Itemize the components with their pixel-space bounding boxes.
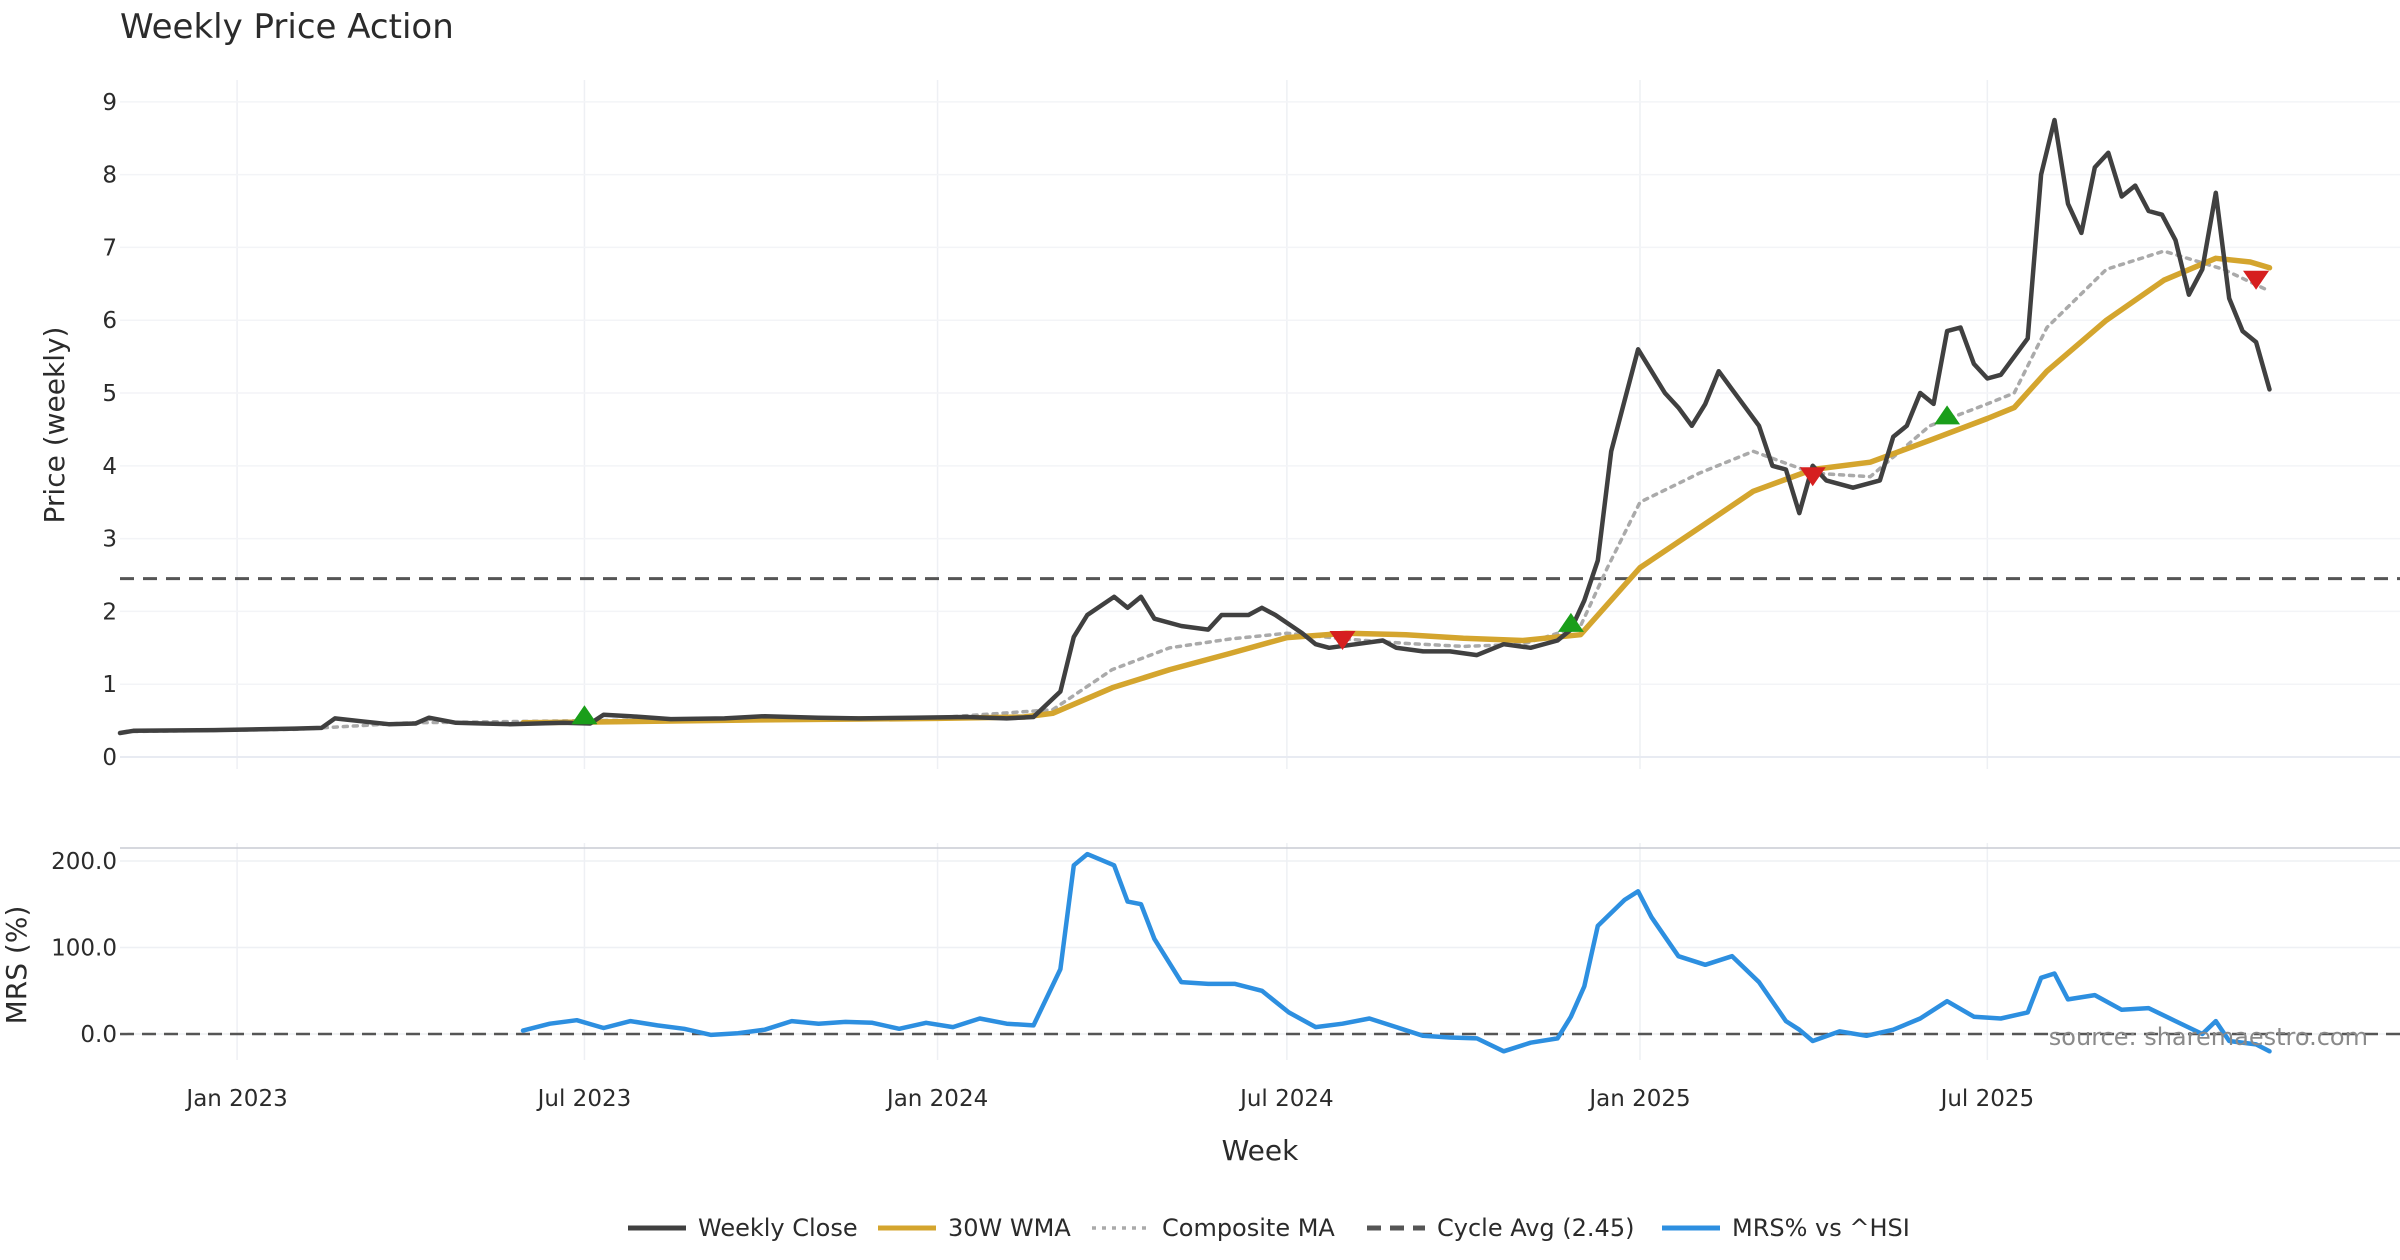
legend-label: Composite MA [1162, 1214, 1335, 1242]
sell-signal-marker [2243, 270, 2270, 290]
legend-label: 30W WMA [948, 1214, 1071, 1242]
price-y-tick-label: 4 [102, 454, 117, 480]
mrs-panel-grid [120, 843, 2400, 1060]
price-y-tick-label: 5 [102, 381, 117, 407]
buy-signal-marker [1557, 612, 1584, 632]
legend-label: Cycle Avg (2.45) [1437, 1214, 1634, 1242]
chart-title: Weekly Price Action [120, 7, 454, 47]
price-y-tick-label: 1 [102, 672, 117, 698]
series-30w-wma [520, 255, 2273, 726]
sell-signal-marker [1329, 631, 1356, 651]
sell-signal-marker [1799, 467, 1826, 487]
series-composite-ma [131, 249, 2272, 734]
x-tick-label: Jul 2024 [1238, 1086, 1334, 1112]
legend-label: MRS% vs ^HSI [1732, 1214, 1910, 1242]
price-series-group [117, 117, 2400, 736]
legend-item-mrs-vs-hsi: MRS% vs ^HSI [1662, 1214, 1910, 1242]
mrs-y-ticks: 0.0 100.0 200.0 [51, 849, 117, 1048]
x-axis-label: Week [1222, 1134, 1299, 1167]
x-tick-label: Jul 2025 [1939, 1086, 2035, 1112]
buy-signal-marker [1934, 405, 1961, 425]
x-tick-label: Jul 2023 [536, 1086, 632, 1112]
price-y-tick-label: 7 [102, 235, 117, 261]
mrs-y-tick-label: 200.0 [51, 849, 117, 875]
x-tick-label: Jan 2024 [885, 1086, 988, 1112]
price-y-tick-label: 0 [102, 745, 117, 771]
series-mrs-vs-hsi [520, 851, 2272, 1054]
signal-markers [571, 270, 2270, 725]
x-tick-label: Jan 2023 [184, 1086, 287, 1112]
mrs-y-tick-label: 100.0 [51, 936, 117, 962]
price-y-ticks: 0 1 2 3 4 5 6 7 8 9 [102, 90, 117, 771]
legend-label: Weekly Close [698, 1214, 858, 1242]
x-tick-label: Jan 2025 [1587, 1086, 1690, 1112]
price-y-axis-label: Price (weekly) [38, 327, 71, 524]
legend-item-weekly-close: Weekly Close [628, 1214, 858, 1242]
series-weekly-close [117, 117, 2272, 736]
price-y-tick-label: 8 [102, 163, 117, 189]
mrs-y-axis-label: MRS (%) [0, 906, 33, 1025]
legend-item-30w-wma: 30W WMA [878, 1214, 1071, 1242]
price-y-tick-label: 6 [102, 308, 117, 334]
price-y-tick-label: 3 [102, 527, 117, 553]
buy-signal-marker [571, 705, 598, 725]
mrs-series-group [520, 851, 2272, 1054]
price-panel-grid [120, 80, 2400, 769]
legend-item-composite-ma: Composite MA [1092, 1214, 1335, 1242]
price-y-tick-label: 2 [102, 599, 117, 625]
chart-legend: Weekly Close 30W WMA Composite MA Cycle Avg… [628, 1214, 1910, 1242]
legend-item-cycle-avg-2-45: Cycle Avg (2.45) [1367, 1214, 1634, 1242]
source-note: source: sharemaestro.com [2049, 1023, 2368, 1051]
x-ticks: Jan 2023 Jul 2023 Jan 2024 Jul 2024 Jan 2025… [184, 1086, 2034, 1112]
price-y-tick-label: 9 [102, 90, 117, 116]
mrs-y-tick-label: 0.0 [80, 1022, 117, 1048]
